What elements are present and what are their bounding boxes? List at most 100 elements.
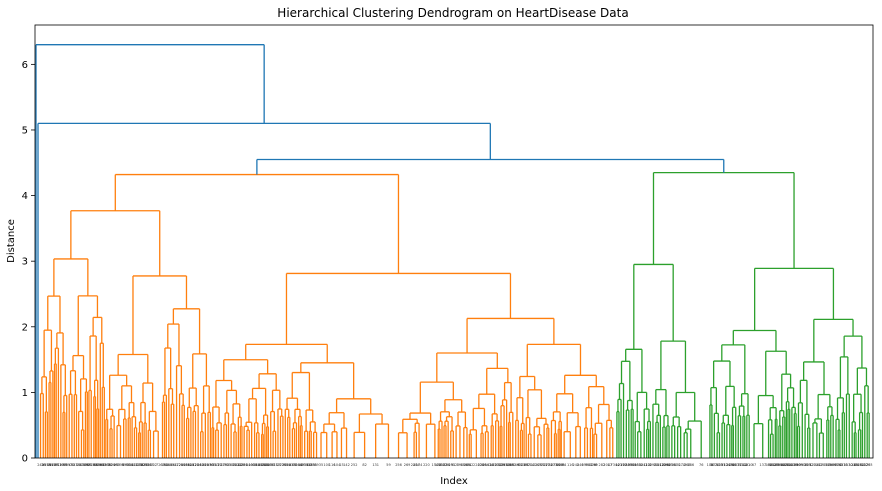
plot-frame [34, 24, 874, 459]
leaf-label: 269 [404, 463, 411, 467]
leaf-label: 94 [171, 463, 176, 467]
leaf-label: 191 [94, 463, 101, 467]
leaf-label: 106 [830, 463, 837, 467]
leaf-label: 63 [211, 463, 215, 467]
leaf-label: 73 [526, 463, 530, 467]
leaf-label: 212 [190, 463, 197, 467]
leaf-label: 112 [643, 463, 650, 467]
leaf-label: 73 [611, 463, 615, 467]
leaf-label: 132 [200, 463, 207, 467]
leaf-label: 276 [95, 463, 102, 467]
leaf-label: 259 [820, 463, 827, 467]
leaf-label: 240 [262, 463, 269, 467]
leaf-label: 121 [839, 463, 846, 467]
leaf-label: 100 [323, 463, 330, 467]
leaf-label: 121 [492, 463, 499, 467]
leaf-label: 23 [76, 463, 80, 467]
leaf-label: 294 [482, 463, 489, 467]
leaf-label: 27 [174, 463, 178, 467]
y-tick-label: 2 [22, 322, 28, 333]
leaf-label: 269 [143, 463, 150, 467]
leaf-label: 37 [271, 463, 275, 467]
leaf-label: 239 [280, 463, 287, 467]
leaf-label: 196 [591, 463, 598, 467]
leaf-label: 202 [150, 463, 157, 467]
leaf-label: 8 [649, 463, 651, 467]
leaf-label: 104 [334, 463, 341, 467]
leaf-label: 287 [139, 463, 146, 467]
leaf-label: 204 [137, 463, 144, 467]
leaf-label: 275 [711, 463, 718, 467]
leaf-label: 53 [738, 463, 742, 467]
leaf-label: 173 [44, 463, 51, 467]
leaf-label: 272 [55, 463, 62, 467]
leaf-label: 230 [478, 463, 485, 467]
leaf-label: 51 [210, 463, 214, 467]
leaf-label: 140 [256, 463, 263, 467]
leaf-label: 241 [235, 463, 242, 467]
leaf-label: 44 [615, 463, 620, 467]
leaf-label: 6 [517, 463, 519, 467]
leaf-label: 221 [192, 463, 199, 467]
leaf-label: 116 [329, 463, 336, 467]
leaf-label: 190 [457, 463, 464, 467]
leaf-label: 30 [639, 463, 643, 467]
leaf-label: 134 [503, 463, 510, 467]
leaf-label: 263 [535, 463, 542, 467]
leaf-label: 205 [785, 463, 792, 467]
leaf-label: 81 [467, 463, 471, 467]
leaf-label: 30 [224, 463, 228, 467]
leaf-label: 128 [50, 463, 57, 467]
leaf-label: 12 [298, 463, 302, 467]
leaf-label: 214 [545, 463, 552, 467]
leaf-label: 283 [804, 463, 811, 467]
leaf-label: 295 [774, 463, 781, 467]
leaf-label: 139 [521, 463, 528, 467]
leaf-label: 170 [864, 463, 871, 467]
leaf-label: 142 [343, 463, 350, 467]
leaf-label: 177 [735, 463, 742, 467]
leaf-label: 114 [849, 463, 856, 467]
leaf-label: 240 [179, 463, 186, 467]
leaf-label: 70 [108, 463, 112, 467]
leaf-label: 229 [851, 463, 858, 467]
y-tick-label: 0 [22, 454, 28, 465]
leaf-label: 178 [841, 463, 848, 467]
leaf-label: 268 [90, 463, 97, 467]
leaf-label: 278 [551, 463, 558, 467]
leaf-label: 42 [743, 463, 747, 467]
leaf-label: 55 [585, 463, 589, 467]
leaf-label: 108 [558, 463, 565, 467]
leaf-label: 250 [799, 463, 806, 467]
leaf-label: 167 [248, 463, 255, 467]
leaf-label: 250 [669, 463, 676, 467]
leaf-label: 13 [226, 463, 230, 467]
leaf-label: 242 [641, 463, 648, 467]
leaf-label: 286 [765, 463, 772, 467]
leaf-label: 32 [838, 463, 842, 467]
leaf-label: 273 [135, 463, 142, 467]
leaf-label: 210 [746, 463, 753, 467]
leaf-label: 181 [145, 463, 152, 467]
leaf-label: 35 [319, 463, 323, 467]
leaf-label: 66 [100, 463, 104, 467]
leaf-label: 126 [589, 463, 596, 467]
leaf-label: 146 [188, 463, 195, 467]
leaf-label: 131 [185, 463, 192, 467]
leaf-label: 267 [84, 463, 91, 467]
leaf-label: 214 [528, 463, 535, 467]
leaf-label: 8 [246, 463, 248, 467]
leaf-label: 286 [480, 463, 487, 467]
leaf-label: 140 [246, 463, 253, 467]
y-axis: 0 1 2 3 4 5 6 [22, 60, 35, 465]
leaf-label: 121 [531, 463, 538, 467]
leaf-label: 82 [362, 463, 366, 467]
leaf-label: 47 [588, 463, 592, 467]
leaf-label: 257 [719, 463, 726, 467]
leaf-label: 15 [232, 463, 236, 467]
leaf-label: 15 [273, 463, 277, 467]
leaf-label: 192 [620, 463, 627, 467]
leaf-label: 148 [814, 463, 821, 467]
leaf-label: 95 [283, 463, 287, 467]
leaf-label: 149 [825, 463, 832, 467]
